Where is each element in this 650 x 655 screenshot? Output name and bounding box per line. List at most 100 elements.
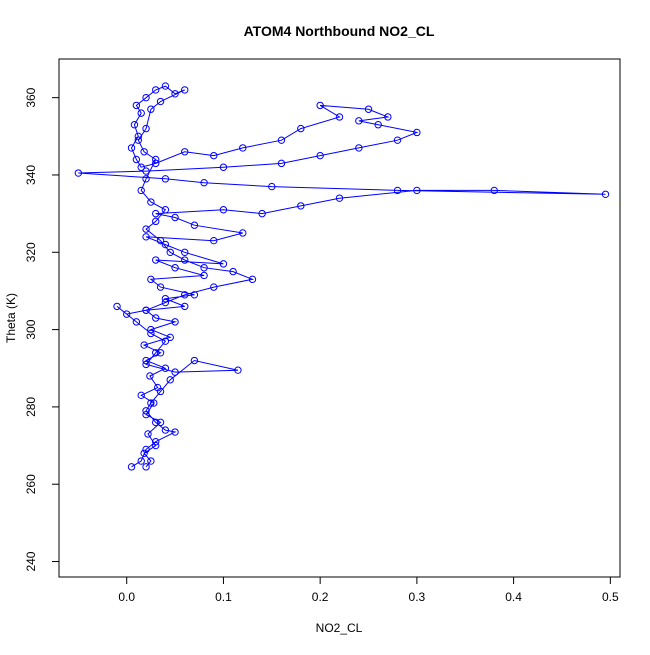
data-point — [190, 291, 199, 299]
data-point — [140, 341, 148, 349]
data-point — [166, 376, 174, 384]
data-point — [171, 90, 179, 98]
data-point — [219, 206, 228, 214]
data-point — [210, 283, 218, 291]
data-point — [200, 264, 208, 272]
data-point — [171, 318, 179, 326]
data-point — [144, 430, 152, 438]
data-point — [137, 163, 145, 171]
data-point — [147, 457, 155, 465]
data-point — [137, 109, 145, 117]
x-tick-label: 0.3 — [409, 590, 426, 604]
data-point — [355, 144, 363, 152]
data-point — [161, 240, 170, 249]
x-tick-label: 0.2 — [312, 590, 329, 604]
data-point — [200, 271, 208, 280]
data-point — [335, 113, 344, 121]
data-point — [190, 356, 199, 365]
data-point — [127, 144, 136, 152]
data-point — [161, 82, 170, 90]
x-tick-label: 0.4 — [505, 590, 522, 604]
data-point — [490, 186, 498, 195]
data-point — [142, 225, 150, 233]
x-axis-label: NO2_CL — [316, 621, 363, 635]
data-point — [140, 449, 148, 457]
data-point — [393, 186, 402, 195]
data-point — [137, 186, 145, 195]
x-tick-label: 0.5 — [602, 590, 619, 604]
data-point — [147, 198, 155, 206]
data-point — [152, 418, 160, 427]
data-point — [147, 329, 155, 338]
x-tick-label: 0.1 — [215, 590, 232, 604]
data-point — [156, 349, 165, 357]
data-point — [355, 117, 363, 125]
data-point — [234, 366, 242, 374]
data-point — [142, 124, 150, 133]
data-point — [147, 105, 155, 113]
data-point — [161, 426, 170, 434]
data-point — [161, 337, 170, 345]
data-point — [142, 93, 150, 102]
data-point — [123, 310, 131, 318]
series-line — [78, 85, 606, 468]
y-tick-label: 320 — [24, 242, 38, 262]
data-point — [413, 186, 421, 195]
data-point — [384, 113, 392, 121]
data-point — [297, 202, 305, 210]
data-point — [137, 391, 145, 400]
data-point — [147, 399, 155, 407]
data-point — [335, 194, 344, 202]
data-point — [258, 209, 266, 218]
y-axis: 240 260 280 300 320 340 360 — [24, 87, 60, 572]
data-point — [297, 124, 305, 133]
data-point — [132, 155, 141, 164]
data-point — [200, 179, 208, 187]
data-point — [210, 151, 218, 160]
data-point — [140, 148, 148, 156]
data-point — [210, 236, 218, 245]
data-point — [277, 159, 286, 168]
data-point — [142, 410, 150, 419]
y-tick-label: 240 — [24, 551, 38, 571]
data-point — [161, 298, 170, 307]
x-tick-label: 0.0 — [118, 590, 135, 604]
data-point — [142, 175, 150, 183]
data-point — [219, 163, 228, 171]
data-point — [181, 302, 189, 311]
data-point — [147, 275, 155, 284]
data-point — [171, 428, 179, 436]
data-point — [161, 206, 170, 214]
data-point — [161, 175, 170, 183]
data-point — [268, 182, 276, 191]
data-point — [171, 213, 179, 222]
data-point — [277, 136, 286, 144]
data-point — [130, 121, 139, 129]
data-point — [374, 121, 382, 129]
data-point — [152, 438, 160, 446]
data-point — [171, 368, 179, 376]
data-point — [161, 364, 170, 372]
data-point — [152, 86, 160, 94]
series-layer — [74, 82, 610, 471]
data-point — [132, 318, 141, 326]
data-point — [142, 360, 150, 369]
data-point — [601, 190, 610, 198]
data-point — [142, 445, 150, 454]
data-point — [166, 333, 174, 342]
data-point — [364, 105, 373, 113]
data-point — [134, 136, 143, 144]
y-tick-label: 360 — [24, 87, 38, 107]
data-point — [181, 86, 189, 94]
y-tick-label: 280 — [24, 397, 38, 417]
chart-title: ATOM4 Northbound NO2_CL — [244, 23, 435, 39]
y-tick-label: 340 — [24, 165, 38, 185]
data-point — [146, 372, 154, 380]
data-point — [219, 260, 228, 268]
data-point — [134, 132, 143, 141]
data-point — [248, 275, 257, 284]
data-point — [152, 314, 160, 322]
data-point — [152, 217, 160, 226]
